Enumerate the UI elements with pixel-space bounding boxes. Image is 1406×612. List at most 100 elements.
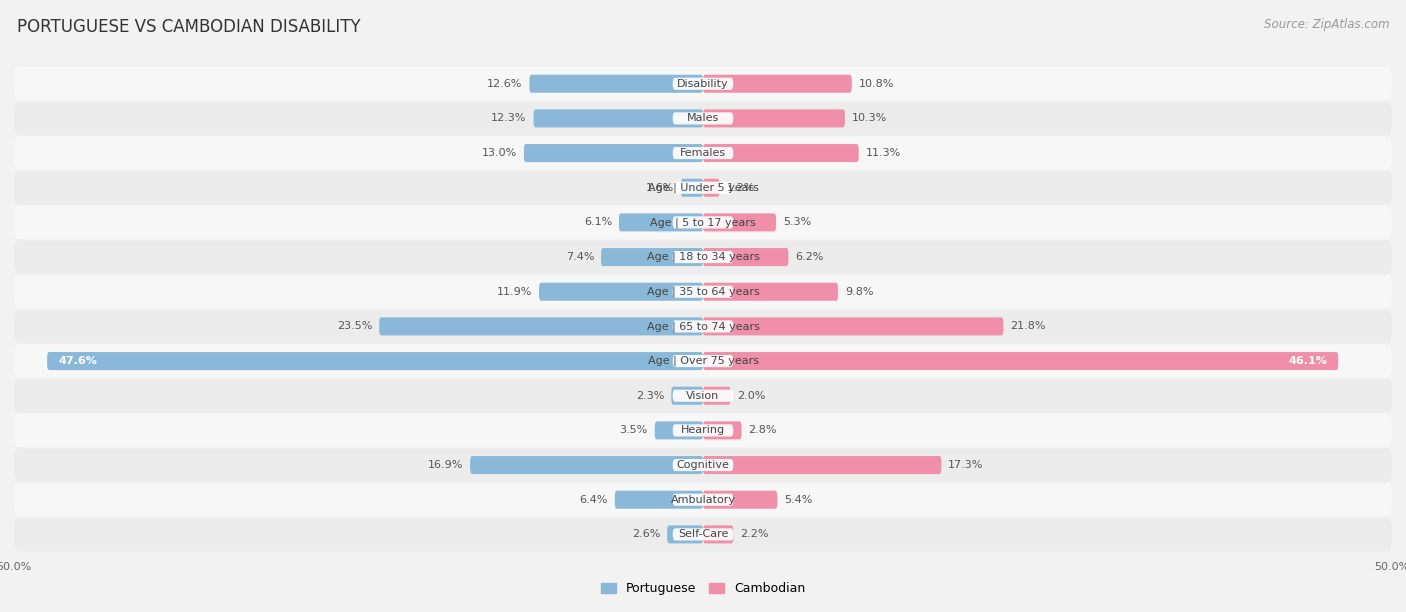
Text: 6.4%: 6.4% xyxy=(579,494,607,505)
Text: 1.2%: 1.2% xyxy=(727,183,755,193)
FancyBboxPatch shape xyxy=(672,320,734,332)
Text: 17.3%: 17.3% xyxy=(948,460,984,470)
FancyBboxPatch shape xyxy=(14,102,1392,135)
FancyBboxPatch shape xyxy=(14,414,1392,447)
FancyBboxPatch shape xyxy=(533,110,703,127)
FancyBboxPatch shape xyxy=(703,422,741,439)
Text: Age | 35 to 64 years: Age | 35 to 64 years xyxy=(647,286,759,297)
FancyBboxPatch shape xyxy=(14,483,1392,517)
FancyBboxPatch shape xyxy=(14,345,1392,378)
Text: Age | 65 to 74 years: Age | 65 to 74 years xyxy=(647,321,759,332)
FancyBboxPatch shape xyxy=(530,75,703,93)
FancyBboxPatch shape xyxy=(655,422,703,439)
Text: 2.0%: 2.0% xyxy=(738,390,766,401)
FancyBboxPatch shape xyxy=(14,518,1392,551)
Text: 47.6%: 47.6% xyxy=(58,356,97,366)
Text: 46.1%: 46.1% xyxy=(1288,356,1327,366)
FancyBboxPatch shape xyxy=(703,248,789,266)
FancyBboxPatch shape xyxy=(380,318,703,335)
FancyBboxPatch shape xyxy=(672,216,734,228)
Text: 1.6%: 1.6% xyxy=(645,183,673,193)
Text: 10.3%: 10.3% xyxy=(852,113,887,124)
FancyBboxPatch shape xyxy=(672,78,734,90)
FancyBboxPatch shape xyxy=(703,214,776,231)
FancyBboxPatch shape xyxy=(672,182,734,194)
Text: 7.4%: 7.4% xyxy=(565,252,595,262)
FancyBboxPatch shape xyxy=(14,310,1392,343)
FancyBboxPatch shape xyxy=(524,144,703,162)
FancyBboxPatch shape xyxy=(703,387,731,405)
Text: 2.6%: 2.6% xyxy=(631,529,661,539)
FancyBboxPatch shape xyxy=(703,283,838,300)
FancyBboxPatch shape xyxy=(14,275,1392,308)
Text: Age | 5 to 17 years: Age | 5 to 17 years xyxy=(650,217,756,228)
Text: 9.8%: 9.8% xyxy=(845,287,873,297)
FancyBboxPatch shape xyxy=(703,179,720,196)
Text: Cognitive: Cognitive xyxy=(676,460,730,470)
Text: Age | Under 5 years: Age | Under 5 years xyxy=(648,182,758,193)
FancyBboxPatch shape xyxy=(703,144,859,162)
FancyBboxPatch shape xyxy=(672,355,734,367)
FancyBboxPatch shape xyxy=(14,206,1392,239)
Text: Age | 18 to 34 years: Age | 18 to 34 years xyxy=(647,252,759,263)
Text: 11.3%: 11.3% xyxy=(866,148,901,158)
Text: Self-Care: Self-Care xyxy=(678,529,728,539)
Text: 3.5%: 3.5% xyxy=(620,425,648,435)
FancyBboxPatch shape xyxy=(681,179,703,196)
FancyBboxPatch shape xyxy=(668,525,703,543)
FancyBboxPatch shape xyxy=(703,110,845,127)
FancyBboxPatch shape xyxy=(14,171,1392,204)
FancyBboxPatch shape xyxy=(703,75,852,93)
Text: 5.3%: 5.3% xyxy=(783,217,811,228)
Text: Vision: Vision xyxy=(686,390,720,401)
Text: 12.3%: 12.3% xyxy=(491,113,527,124)
Text: Hearing: Hearing xyxy=(681,425,725,435)
Text: 10.8%: 10.8% xyxy=(859,79,894,89)
Text: 2.3%: 2.3% xyxy=(636,390,665,401)
FancyBboxPatch shape xyxy=(703,318,1004,335)
FancyBboxPatch shape xyxy=(14,449,1392,482)
Text: 12.6%: 12.6% xyxy=(486,79,523,89)
FancyBboxPatch shape xyxy=(671,387,703,405)
Text: 21.8%: 21.8% xyxy=(1011,321,1046,331)
FancyBboxPatch shape xyxy=(470,456,703,474)
Text: 5.4%: 5.4% xyxy=(785,494,813,505)
FancyBboxPatch shape xyxy=(614,491,703,509)
Text: Source: ZipAtlas.com: Source: ZipAtlas.com xyxy=(1264,18,1389,31)
FancyBboxPatch shape xyxy=(619,214,703,231)
Text: Ambulatory: Ambulatory xyxy=(671,494,735,505)
FancyBboxPatch shape xyxy=(672,147,734,159)
FancyBboxPatch shape xyxy=(672,424,734,436)
Text: 13.0%: 13.0% xyxy=(482,148,517,158)
FancyBboxPatch shape xyxy=(14,67,1392,100)
FancyBboxPatch shape xyxy=(14,241,1392,274)
FancyBboxPatch shape xyxy=(672,459,734,471)
FancyBboxPatch shape xyxy=(538,283,703,300)
Text: Age | Over 75 years: Age | Over 75 years xyxy=(648,356,758,367)
FancyBboxPatch shape xyxy=(672,494,734,506)
FancyBboxPatch shape xyxy=(48,352,703,370)
FancyBboxPatch shape xyxy=(703,456,942,474)
FancyBboxPatch shape xyxy=(703,525,734,543)
Text: 11.9%: 11.9% xyxy=(496,287,531,297)
FancyBboxPatch shape xyxy=(600,248,703,266)
FancyBboxPatch shape xyxy=(703,491,778,509)
Text: 16.9%: 16.9% xyxy=(427,460,463,470)
FancyBboxPatch shape xyxy=(14,379,1392,412)
Text: 6.2%: 6.2% xyxy=(796,252,824,262)
Legend: Portuguese, Cambodian: Portuguese, Cambodian xyxy=(600,582,806,595)
FancyBboxPatch shape xyxy=(672,286,734,298)
Text: Males: Males xyxy=(688,113,718,124)
FancyBboxPatch shape xyxy=(14,136,1392,170)
FancyBboxPatch shape xyxy=(672,251,734,263)
FancyBboxPatch shape xyxy=(672,113,734,124)
Text: 6.1%: 6.1% xyxy=(583,217,612,228)
Text: PORTUGUESE VS CAMBODIAN DISABILITY: PORTUGUESE VS CAMBODIAN DISABILITY xyxy=(17,18,360,36)
Text: Disability: Disability xyxy=(678,79,728,89)
Text: 2.8%: 2.8% xyxy=(748,425,778,435)
Text: 23.5%: 23.5% xyxy=(337,321,373,331)
Text: Females: Females xyxy=(681,148,725,158)
FancyBboxPatch shape xyxy=(672,390,734,402)
FancyBboxPatch shape xyxy=(672,528,734,540)
FancyBboxPatch shape xyxy=(703,352,1339,370)
